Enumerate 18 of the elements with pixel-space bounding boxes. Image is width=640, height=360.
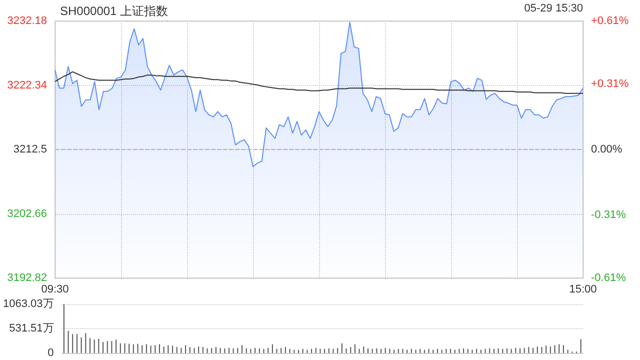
y-tick-label: 3202.66 — [7, 208, 47, 220]
y-tick-label: 3232.18 — [7, 15, 47, 27]
y-tick-label: 3222.34 — [7, 79, 47, 92]
y-tick-label: 1063.03万 — [2, 298, 54, 310]
chart-title: SH000001 上证指数 — [60, 4, 168, 18]
y-tick-label: 0 — [48, 347, 54, 359]
y-tick-label: 3212.5 — [13, 144, 47, 156]
y2-tick-label: +0.31% — [591, 78, 629, 90]
y2-tick-label: +0.61% — [591, 15, 629, 27]
y-tick-label: 3192.82 — [7, 272, 47, 284]
y2-tick-label: -0.31% — [591, 208, 626, 221]
text: 05-29 15:30 — [524, 2, 583, 14]
x-tick-label: 15:00 — [569, 284, 597, 296]
x-tick-label: 09:30 — [41, 284, 69, 296]
y2-tick-label: 0.00% — [591, 144, 622, 156]
y2-tick-label: -0.61% — [591, 272, 626, 284]
y-tick-label: 531.51万 — [9, 322, 54, 334]
line-series — [54, 71, 584, 94]
